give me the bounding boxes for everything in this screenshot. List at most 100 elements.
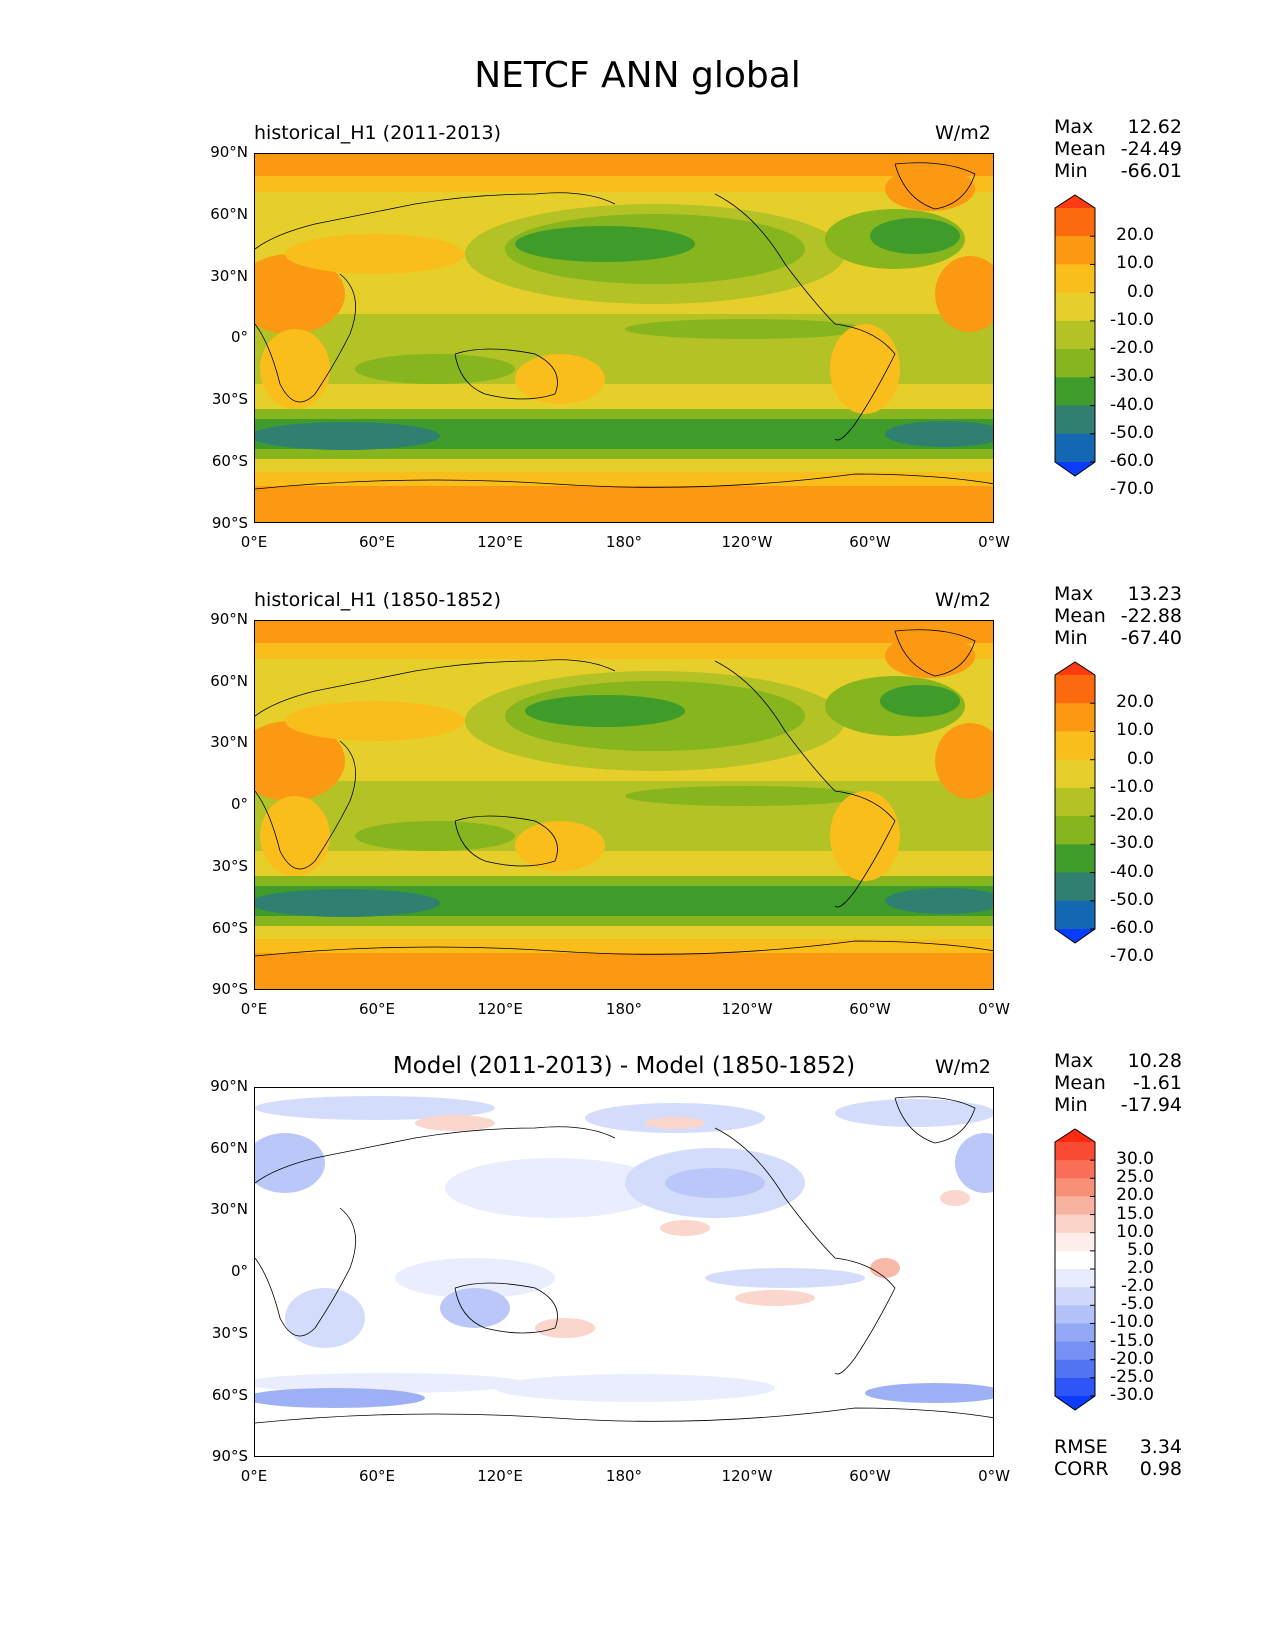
stat-label: Mean — [1054, 605, 1106, 627]
stat-label: Max — [1054, 116, 1094, 138]
metrics-box: RMSE 3.34 CORR 0.98 — [1054, 1436, 1182, 1480]
colorbar-extend-min — [1055, 1396, 1095, 1410]
colorbar-segment — [1055, 320, 1095, 350]
x-tick-label: 120°E — [477, 533, 523, 551]
colorbar-segment — [1055, 1377, 1095, 1397]
colorbar-segment — [1055, 787, 1095, 817]
y-tick-label: 60°S — [211, 1386, 248, 1404]
colorbar-segment — [1055, 1178, 1095, 1197]
colorbar-segment — [1055, 208, 1095, 237]
metric-label: CORR — [1054, 1458, 1109, 1480]
x-tick-label: 60°E — [358, 533, 396, 551]
colorbar-svg — [1054, 194, 1096, 491]
stat-label: Min — [1054, 160, 1088, 182]
stats-box: Max 13.23 Mean -22.88 Min -67.40 — [1054, 583, 1182, 649]
colorbar-extend-min — [1055, 929, 1095, 943]
y-tick-label: 30°S — [211, 857, 248, 875]
colorbar-tick-label: 2.0 — [1126, 1258, 1154, 1278]
panel-title: historical_H1 (2011-2013) — [254, 122, 502, 144]
colorbar-tick-label: 20.0 — [1116, 1185, 1154, 1206]
colorbar-tick-label: 5.0 — [1126, 1239, 1154, 1260]
colorbar-segment — [1055, 405, 1095, 435]
colorbar-tick-label: 30.0 — [1116, 1149, 1154, 1170]
y-tick-label: 60°N — [210, 205, 248, 223]
colorbar-segment — [1055, 1196, 1095, 1216]
stat-label: Max — [1054, 583, 1094, 605]
colorbar-extend-min — [1055, 462, 1095, 476]
y-tick-label: 0° — [230, 1262, 248, 1280]
y-tick-label: 30°S — [211, 390, 248, 408]
stat-value-min: -17.94 — [1120, 1094, 1182, 1116]
colorbar-tick-label: -50.0 — [1110, 889, 1154, 910]
colorbar-segment — [1055, 816, 1095, 845]
stat-value-max: 12.62 — [1127, 116, 1182, 138]
x-tick-label: 120°W — [721, 533, 773, 551]
y-tick-label: 90°S — [211, 980, 248, 998]
colorbar-segment — [1055, 900, 1095, 930]
x-tick-label: 60°W — [849, 533, 891, 551]
colorbar-tick-label: 10.0 — [1116, 1221, 1154, 1242]
colorbar-segment — [1055, 1323, 1095, 1343]
units-label: W/m2 — [935, 589, 991, 611]
colorbar-tick-label: -30.0 — [1110, 833, 1154, 854]
colorbar-segment — [1055, 1341, 1095, 1361]
y-tick-label: 30°N — [210, 1200, 248, 1218]
colorbar-tick-label: -20.0 — [1110, 1348, 1154, 1369]
colorbar-segment — [1055, 236, 1095, 265]
colorbar-segment — [1055, 1305, 1095, 1324]
colorbar-segment — [1055, 1250, 1095, 1270]
colorbar-segment — [1055, 433, 1095, 463]
colorbar-svg — [1054, 1128, 1096, 1411]
colorbar-segment — [1055, 731, 1095, 761]
colorbar-extend-max — [1055, 1129, 1095, 1142]
colorbar-svg — [1054, 661, 1096, 958]
colorbar-tick-label: -20.0 — [1110, 338, 1154, 359]
colorbar-segment — [1055, 292, 1095, 322]
y-tick-label: 60°S — [211, 452, 248, 470]
colorbar: 20.0 10.0 0.0 -10.0 -20.0 -30.0 -40.0 -50.0 -60.… — [1054, 194, 1154, 499]
stat-value-max: 10.28 — [1127, 1050, 1182, 1072]
x-tick-label: 120°E — [477, 1000, 523, 1018]
colorbar-extend-max — [1055, 195, 1095, 208]
colorbar-segment — [1055, 1359, 1095, 1379]
colorbar-segment — [1055, 1214, 1095, 1234]
map-plot — [254, 1087, 994, 1457]
x-tick-label: 0°W — [978, 1000, 1010, 1018]
map-plot — [254, 153, 994, 523]
x-tick-label: 0°E — [240, 1467, 268, 1485]
colorbar-tick-label: -10.0 — [1110, 1312, 1154, 1333]
colorbar-tick-label: 25.0 — [1116, 1167, 1154, 1188]
colorbar-tick-label: -10.0 — [1110, 776, 1154, 797]
x-tick-label: 0°W — [978, 1467, 1010, 1485]
x-tick-label: 120°W — [721, 1000, 773, 1018]
x-tick-label: 180° — [605, 533, 643, 551]
colorbar-tick-label: -20.0 — [1110, 805, 1154, 826]
colorbar-tick-label: -40.0 — [1110, 861, 1154, 882]
stat-value-max: 13.23 — [1127, 583, 1182, 605]
colorbar-segment — [1055, 1142, 1095, 1161]
x-tick-label: 60°E — [358, 1000, 396, 1018]
y-tick-label: 30°N — [210, 267, 248, 285]
x-tick-label: 60°W — [849, 1467, 891, 1485]
colorbar-tick-label: -5.0 — [1120, 1294, 1154, 1315]
stat-value-mean: -24.49 — [1120, 138, 1182, 160]
colorbar-tick-label: -70.0 — [1110, 479, 1154, 500]
colorbar-tick-label: -30.0 — [1110, 366, 1154, 387]
stats-box: Max 12.62 Mean -24.49 Min -66.01 — [1054, 116, 1182, 182]
y-tick-label: 60°N — [210, 1139, 248, 1157]
x-tick-label: 180° — [605, 1000, 643, 1018]
figure-title: NETCF ANN global — [474, 55, 801, 96]
colorbar-segment — [1055, 349, 1095, 378]
y-tick-label: 90°N — [210, 1077, 248, 1095]
stat-value-min: -67.40 — [1120, 627, 1182, 649]
colorbar-segment — [1055, 872, 1095, 902]
colorbar: 30.0 25.0 20.0 15.0 10.0 5.0 2.0 -2.0 -5.0 -10.0-… — [1054, 1128, 1154, 1416]
x-tick-label: 60°E — [358, 1467, 396, 1485]
colorbar-segment — [1055, 1232, 1095, 1252]
y-tick-label: 60°N — [210, 672, 248, 690]
colorbar-segment — [1055, 1287, 1095, 1306]
panel-title: historical_H1 (1850-1852) — [254, 589, 502, 611]
x-tick-label: 0°W — [978, 533, 1010, 551]
colorbar-segment — [1055, 703, 1095, 732]
colorbar-extend-max — [1055, 662, 1095, 675]
